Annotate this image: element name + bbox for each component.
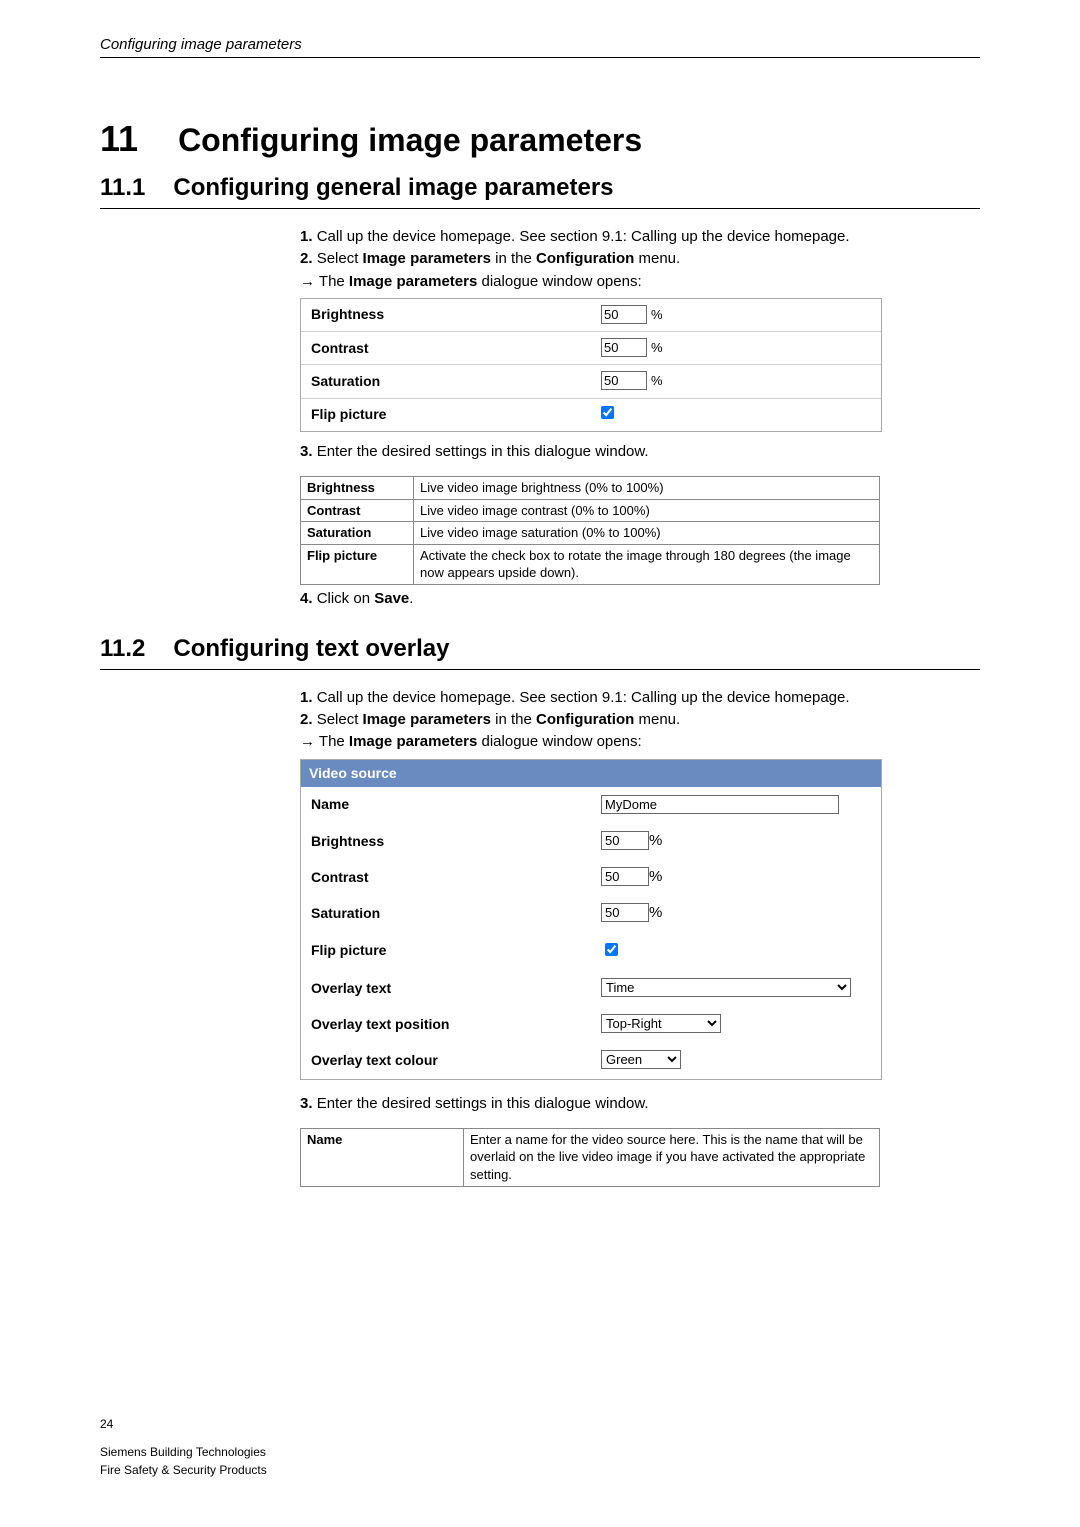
overlay-pos-label: Overlay text position [311, 1015, 601, 1034]
overlay-col-select[interactable]: Green [601, 1050, 681, 1069]
emph: Image parameters [349, 733, 477, 750]
section-11-1-body: 1. Call up the device homepage. See sect… [300, 227, 980, 609]
section-number: 11.1 [100, 174, 145, 202]
brightness-label: Brightness [311, 832, 601, 851]
section-title: Configuring text overlay [173, 635, 449, 663]
step-text: Call up the device homepage. See section… [317, 228, 850, 245]
chapter-title: Configuring image parameters [178, 122, 642, 159]
emph: Configuration [536, 711, 634, 728]
contrast-label: Contrast [311, 868, 601, 887]
percent-label: % [651, 340, 663, 355]
brightness-label: Brightness [311, 305, 601, 324]
footer-line: Siemens Building Technologies [100, 1443, 267, 1461]
flip-checkbox[interactable] [605, 943, 618, 956]
percent-label: % [651, 373, 663, 388]
percent-label: % [649, 832, 662, 849]
table-cell: Flip picture [301, 544, 414, 584]
step-prefix: 1. [300, 228, 313, 245]
flip-label: Flip picture [311, 405, 601, 424]
overlay-pos-select[interactable]: Top-Right [601, 1014, 721, 1033]
brightness-input[interactable] [601, 831, 649, 850]
section-11-2-body: 1. Call up the device homepage. See sect… [300, 688, 980, 1187]
percent-label: % [651, 307, 663, 322]
overlay-col-label: Overlay text colour [311, 1051, 601, 1070]
chapter-number: 11 [100, 118, 138, 160]
table-cell: Name [301, 1128, 464, 1186]
contrast-input[interactable] [601, 867, 649, 886]
flip-label: Flip picture [311, 941, 601, 960]
step-prefix: 1. [300, 689, 313, 706]
chapter-heading: 11 Configuring image parameters [100, 118, 980, 160]
percent-label: % [649, 868, 662, 885]
brightness-input[interactable] [601, 305, 647, 324]
flip-checkbox[interactable] [601, 406, 614, 419]
dialog-header: Video source [301, 760, 881, 787]
percent-label: % [649, 904, 662, 921]
saturation-input[interactable] [601, 371, 647, 390]
step-text: Call up the device homepage. See section… [317, 689, 850, 706]
table-cell: Live video image brightness (0% to 100%) [414, 477, 880, 500]
table-cell: Live video image saturation (0% to 100%) [414, 522, 880, 545]
step-prefix: 2. [300, 711, 313, 728]
param-description-table: BrightnessLive video image brightness (0… [300, 476, 880, 585]
emph: Configuration [536, 250, 634, 267]
section-11-1-heading: 11.1 Configuring general image parameter… [100, 174, 980, 209]
table-cell: Contrast [301, 499, 414, 522]
step-prefix: 2. [300, 250, 313, 267]
table-cell: Brightness [301, 477, 414, 500]
section-11-2-heading: 11.2 Configuring text overlay [100, 635, 980, 670]
image-params-dialog-1: Brightness % Contrast % Saturation % Fli… [300, 298, 882, 432]
table-cell: Live video image contrast (0% to 100%) [414, 499, 880, 522]
emph: Image parameters [363, 250, 491, 267]
name-input[interactable] [601, 795, 839, 814]
emph: Image parameters [363, 711, 491, 728]
running-header: Configuring image parameters [100, 36, 980, 58]
contrast-input[interactable] [601, 338, 647, 357]
emph: Image parameters [349, 273, 477, 290]
step-text: Enter the desired settings in this dialo… [317, 1095, 649, 1112]
step-prefix: 3. [300, 1095, 313, 1112]
section-number: 11.2 [100, 635, 145, 663]
emph: Save [374, 590, 409, 607]
saturation-label: Saturation [311, 372, 601, 391]
footer-line: Fire Safety & Security Products [100, 1461, 267, 1479]
page-number: 24 [100, 1415, 267, 1433]
arrow-icon: → [300, 733, 315, 750]
step-prefix: 3. [300, 443, 313, 460]
name-label: Name [311, 795, 601, 814]
saturation-input[interactable] [601, 903, 649, 922]
step-text: Select [317, 250, 363, 267]
step-text: Enter the desired settings in this dialo… [317, 443, 649, 460]
image-params-dialog-2: Video source Name Brightness % Contrast … [300, 759, 882, 1080]
table-cell: Saturation [301, 522, 414, 545]
arrow-icon: → [300, 273, 315, 290]
section-title: Configuring general image parameters [173, 174, 613, 202]
overlay-text-select[interactable]: Time [601, 978, 851, 997]
table-cell: Enter a name for the video source here. … [464, 1128, 880, 1186]
contrast-label: Contrast [311, 339, 601, 358]
saturation-label: Saturation [311, 904, 601, 923]
table-cell: Activate the check box to rotate the ima… [414, 544, 880, 584]
step-prefix: 4. [300, 590, 313, 607]
page-footer: 24 Siemens Building Technologies Fire Sa… [100, 1415, 267, 1479]
name-description-table: NameEnter a name for the video source he… [300, 1128, 880, 1187]
overlay-text-label: Overlay text [311, 979, 601, 998]
